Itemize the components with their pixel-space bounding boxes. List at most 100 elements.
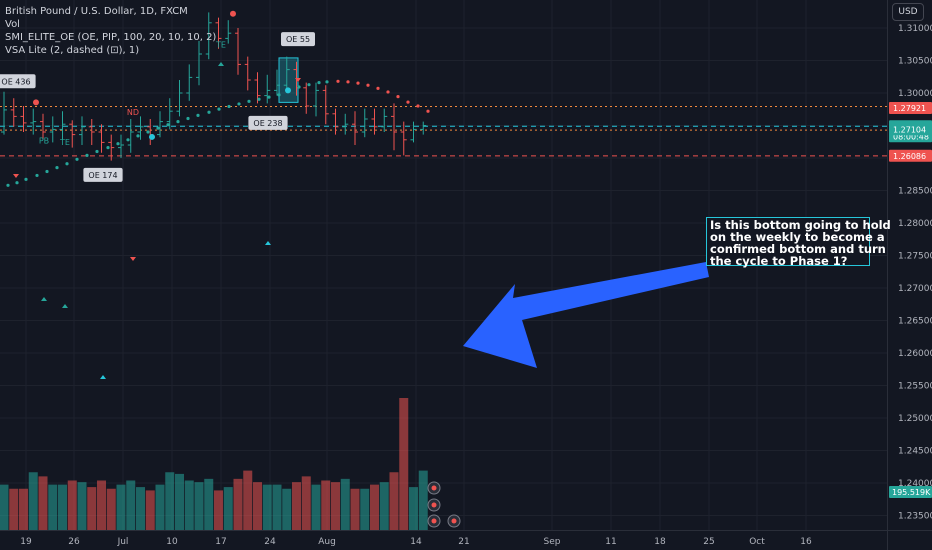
volume-bar	[175, 473, 184, 530]
oe-label-text: OE 174	[88, 171, 117, 180]
y-tick-label: 1.26000	[898, 349, 932, 359]
highlight-box	[278, 57, 299, 103]
volume-bar	[87, 487, 97, 530]
y-tick-label: 1.24000	[898, 479, 932, 489]
y-tick-label: 1.27000	[898, 284, 932, 294]
indicator-dot	[237, 102, 241, 106]
indicator-dot	[116, 142, 120, 146]
indicator-dot	[166, 123, 170, 127]
x-tick-label: Sep	[544, 537, 561, 547]
indicator-dot	[186, 116, 190, 121]
indicator-dot	[386, 90, 390, 94]
volume-bar	[48, 484, 58, 530]
indicator-dot	[317, 81, 321, 85]
volume-bar	[311, 484, 321, 530]
volume-bar	[126, 480, 136, 530]
lightning-icon-inner	[431, 485, 437, 491]
volume-bar	[262, 484, 272, 530]
oe-label-text: OE 238	[253, 119, 282, 128]
indicator-dot	[15, 181, 19, 185]
volume-bar	[204, 478, 214, 530]
chart-legend: British Pound / U.S. Dollar, 1D, FXCM Vo…	[5, 5, 216, 57]
volume-bar	[418, 470, 428, 530]
oe-label-text: OE 55	[286, 35, 310, 44]
smi-indicator-label[interactable]: SMI_ELITE_OE (OE, PIP, 100, 20, 10, 10, …	[5, 32, 217, 43]
indicator-dot	[196, 113, 200, 117]
up-triangle-icon	[265, 241, 271, 245]
y-tick-label: 1.24500	[898, 447, 932, 457]
volume-bar	[292, 482, 301, 530]
volume-bar	[9, 488, 19, 530]
callout-line: Is this bottom going to hold	[710, 218, 891, 232]
callout-text-box: Is this bottom going to hold on the week…	[706, 217, 891, 268]
oe-label-text: OE 436	[1, 77, 30, 86]
x-tick-label: 21	[458, 537, 469, 547]
volume-bar	[331, 482, 340, 530]
x-tick-label: 25	[703, 537, 714, 547]
vsa-indicator-label[interactable]: VSA Lite (2, dashed (⊡), 1)	[5, 45, 140, 56]
volume-bar	[214, 490, 223, 530]
indicator-dot	[227, 104, 231, 109]
x-tick-label: Jul	[117, 537, 129, 547]
indicator-dot	[267, 95, 271, 99]
callout-line: confirmed bottom and turn	[710, 242, 886, 256]
indicator-dot	[426, 109, 430, 113]
volume-tag-box	[889, 486, 932, 498]
volume-bar	[340, 478, 350, 530]
oe-label-box	[83, 167, 123, 182]
volume-bar	[19, 488, 28, 530]
flag-icon-inner	[431, 518, 437, 524]
indicator-dot	[416, 104, 420, 108]
indicator-dot	[396, 95, 400, 99]
currency-button[interactable]: USD	[892, 3, 924, 21]
indicator-dot	[376, 86, 380, 90]
symbol-title[interactable]: British Pound / U.S. Dollar, 1D, FXCM	[5, 6, 188, 17]
volume-bar	[233, 478, 243, 530]
volume-bar	[184, 480, 194, 530]
indicator-dot	[366, 83, 370, 87]
volume-bar	[399, 398, 409, 530]
indicator-dot	[75, 157, 79, 161]
volume-bar	[165, 472, 175, 530]
indicator-dot	[307, 83, 311, 87]
flag-icon-inner	[431, 502, 437, 508]
x-tick-label: Aug	[318, 537, 336, 547]
signal-dot	[33, 99, 39, 106]
indicator-dot	[65, 162, 69, 166]
price-tag-box	[889, 149, 932, 162]
volume-bar	[155, 484, 165, 530]
oe-label-box	[248, 115, 288, 130]
volume-indicator-label[interactable]: Vol	[5, 19, 20, 30]
indicator-dot	[95, 149, 99, 154]
price-tag-box	[889, 123, 932, 136]
x-tick-label: 17	[215, 537, 226, 547]
y-tick-label: 1.28000	[898, 219, 932, 229]
x-tick-label: 10	[166, 537, 178, 547]
x-tick-label: Oct	[749, 537, 765, 547]
volume-bar	[136, 487, 145, 530]
volume-bar	[116, 484, 126, 530]
volume-bar	[106, 488, 116, 530]
volume-bar	[409, 487, 418, 530]
oe-label-box	[0, 74, 36, 89]
y-tick-label: 1.30500	[898, 57, 932, 67]
callout-line: the cycle to Phase 1?	[710, 254, 848, 268]
y-tick-label: 1.30000	[898, 89, 932, 99]
price-tag-value: 1.27921	[893, 104, 926, 113]
indicator-dot	[277, 93, 281, 97]
indicator-dot	[6, 183, 10, 187]
x-tick-label: 19	[20, 537, 32, 547]
x-tick-label: 11	[605, 537, 616, 547]
x-tick-label: 14	[410, 537, 422, 547]
signal-label: TE	[59, 138, 70, 147]
volume-bar	[77, 482, 87, 530]
price-tag-box	[889, 102, 932, 115]
volume-bar	[282, 488, 292, 530]
y-tick-label: 1.23500	[898, 512, 932, 522]
signal-dot	[285, 87, 291, 94]
x-tick-label: 18	[654, 537, 666, 547]
pointer-arrow-shape	[463, 262, 709, 368]
volume-bar	[389, 472, 399, 530]
volume-bar	[301, 476, 311, 530]
